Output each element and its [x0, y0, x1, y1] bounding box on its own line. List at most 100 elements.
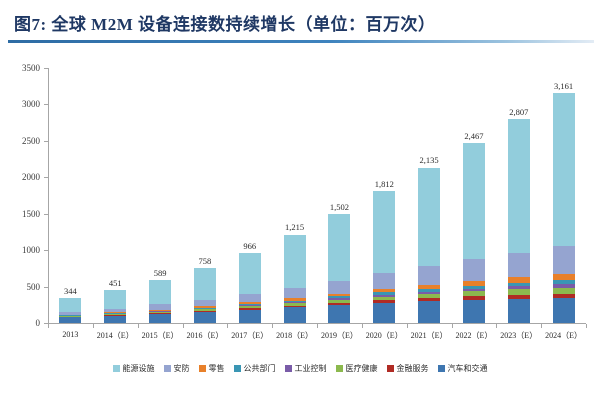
bar-segment[interactable]	[462, 143, 485, 260]
bar-segment[interactable]	[328, 305, 351, 323]
stacked-bar[interactable]: 344	[59, 286, 82, 323]
bar-segment[interactable]	[104, 313, 127, 315]
bar-segment[interactable]	[149, 312, 172, 314]
stacked-bar[interactable]: 1,812	[373, 179, 396, 323]
bar-segment[interactable]	[149, 280, 172, 305]
stacked-bar[interactable]: 2,807	[507, 107, 530, 323]
bar-segment[interactable]	[373, 300, 396, 303]
bar-segment[interactable]	[507, 286, 530, 290]
bar-segment[interactable]	[418, 288, 441, 292]
legend-item[interactable]: 医疗健康	[335, 363, 378, 374]
bar-segment[interactable]	[462, 291, 485, 297]
bar-segment[interactable]	[373, 288, 396, 293]
bar-segment[interactable]	[149, 304, 172, 310]
bar-segment[interactable]	[552, 284, 575, 288]
bar-segment[interactable]	[193, 306, 216, 308]
bar-segment[interactable]	[238, 308, 261, 310]
bar-segment[interactable]	[552, 92, 575, 247]
stacked-bar[interactable]: 589	[149, 268, 172, 323]
bar-segment[interactable]	[373, 302, 396, 323]
bar-segment[interactable]	[328, 213, 351, 281]
bar-segment[interactable]	[283, 305, 306, 308]
legend-item[interactable]: 金融服务	[386, 363, 429, 374]
bar-segment[interactable]	[238, 304, 261, 306]
bar-segment[interactable]	[193, 267, 216, 300]
bar-segment[interactable]	[193, 307, 216, 309]
bar-segment[interactable]	[418, 301, 441, 323]
bar-segment[interactable]	[238, 306, 261, 309]
bar-segment[interactable]	[193, 299, 216, 307]
bar-segment[interactable]	[193, 309, 216, 311]
bar-segment[interactable]	[149, 313, 172, 315]
bar-segment[interactable]	[283, 300, 306, 303]
bar-segment[interactable]	[507, 282, 530, 287]
bar-segment[interactable]	[552, 274, 575, 281]
stacked-bar[interactable]: 1,215	[283, 222, 306, 323]
legend-item[interactable]: 工业控制	[284, 363, 327, 374]
bar-segment[interactable]	[149, 309, 172, 311]
stacked-bar[interactable]: 3,161	[552, 81, 575, 323]
bar-segment[interactable]	[104, 308, 127, 313]
bar-segment[interactable]	[59, 311, 82, 315]
stacked-bar[interactable]: 758	[193, 256, 216, 323]
bar-segment[interactable]	[193, 308, 216, 310]
bar-segment[interactable]	[238, 302, 261, 305]
legend-item[interactable]: 安防	[163, 363, 190, 374]
bar-segment[interactable]	[462, 288, 485, 292]
bar-segment[interactable]	[552, 287, 575, 294]
bar-segment[interactable]	[238, 305, 261, 307]
bar-segment[interactable]	[418, 298, 441, 302]
bar-segment[interactable]	[328, 299, 351, 303]
bar-segment[interactable]	[193, 310, 216, 312]
bar-segment[interactable]	[283, 234, 306, 288]
bar-segment[interactable]	[59, 316, 82, 317]
bar-segment[interactable]	[328, 298, 351, 300]
bar-segment[interactable]	[149, 310, 172, 312]
bar-segment[interactable]	[418, 291, 441, 294]
bar-segment[interactable]	[418, 266, 441, 285]
bar-segment[interactable]	[507, 118, 530, 253]
bar-segment[interactable]	[283, 303, 306, 306]
bar-segment[interactable]	[104, 315, 127, 316]
legend-item[interactable]: 汽车和交通	[437, 363, 488, 374]
bar-segment[interactable]	[552, 246, 575, 274]
bar-segment[interactable]	[328, 280, 351, 294]
bar-segment[interactable]	[238, 252, 261, 294]
stacked-bar[interactable]: 2,135	[418, 155, 441, 323]
stacked-bar[interactable]: 451	[104, 278, 127, 323]
bar-segment[interactable]	[104, 313, 127, 314]
bar-segment[interactable]	[552, 293, 575, 299]
bar-segment[interactable]	[462, 280, 485, 286]
bar-segment[interactable]	[552, 298, 575, 323]
bar-segment[interactable]	[283, 302, 306, 304]
legend-item[interactable]: 公共部门	[233, 363, 276, 374]
bar-segment[interactable]	[104, 290, 127, 309]
bar-segment[interactable]	[462, 296, 485, 300]
bar-segment[interactable]	[283, 287, 306, 299]
bar-segment[interactable]	[507, 289, 530, 295]
bar-segment[interactable]	[193, 311, 216, 323]
bar-segment[interactable]	[59, 316, 82, 318]
bar-segment[interactable]	[507, 252, 530, 278]
bar-segment[interactable]	[552, 280, 575, 285]
bar-segment[interactable]	[328, 296, 351, 299]
bar-segment[interactable]	[328, 293, 351, 297]
bar-segment[interactable]	[507, 277, 530, 283]
bar-segment[interactable]	[507, 298, 530, 323]
bar-segment[interactable]	[373, 273, 396, 289]
bar-segment[interactable]	[418, 293, 441, 299]
bar-segment[interactable]	[462, 299, 485, 323]
bar-segment[interactable]	[418, 167, 441, 267]
stacked-bar[interactable]: 966	[238, 241, 261, 323]
bar-segment[interactable]	[59, 317, 82, 323]
bar-segment[interactable]	[283, 298, 306, 301]
bar-segment[interactable]	[238, 293, 261, 303]
bar-segment[interactable]	[149, 311, 172, 313]
legend-item[interactable]: 能源设施	[112, 363, 155, 374]
bar-segment[interactable]	[238, 309, 261, 323]
stacked-bar[interactable]: 1,502	[328, 202, 351, 323]
bar-segment[interactable]	[507, 294, 530, 299]
bar-segment[interactable]	[373, 294, 396, 297]
bar-segment[interactable]	[373, 296, 396, 300]
bar-segment[interactable]	[373, 292, 396, 295]
